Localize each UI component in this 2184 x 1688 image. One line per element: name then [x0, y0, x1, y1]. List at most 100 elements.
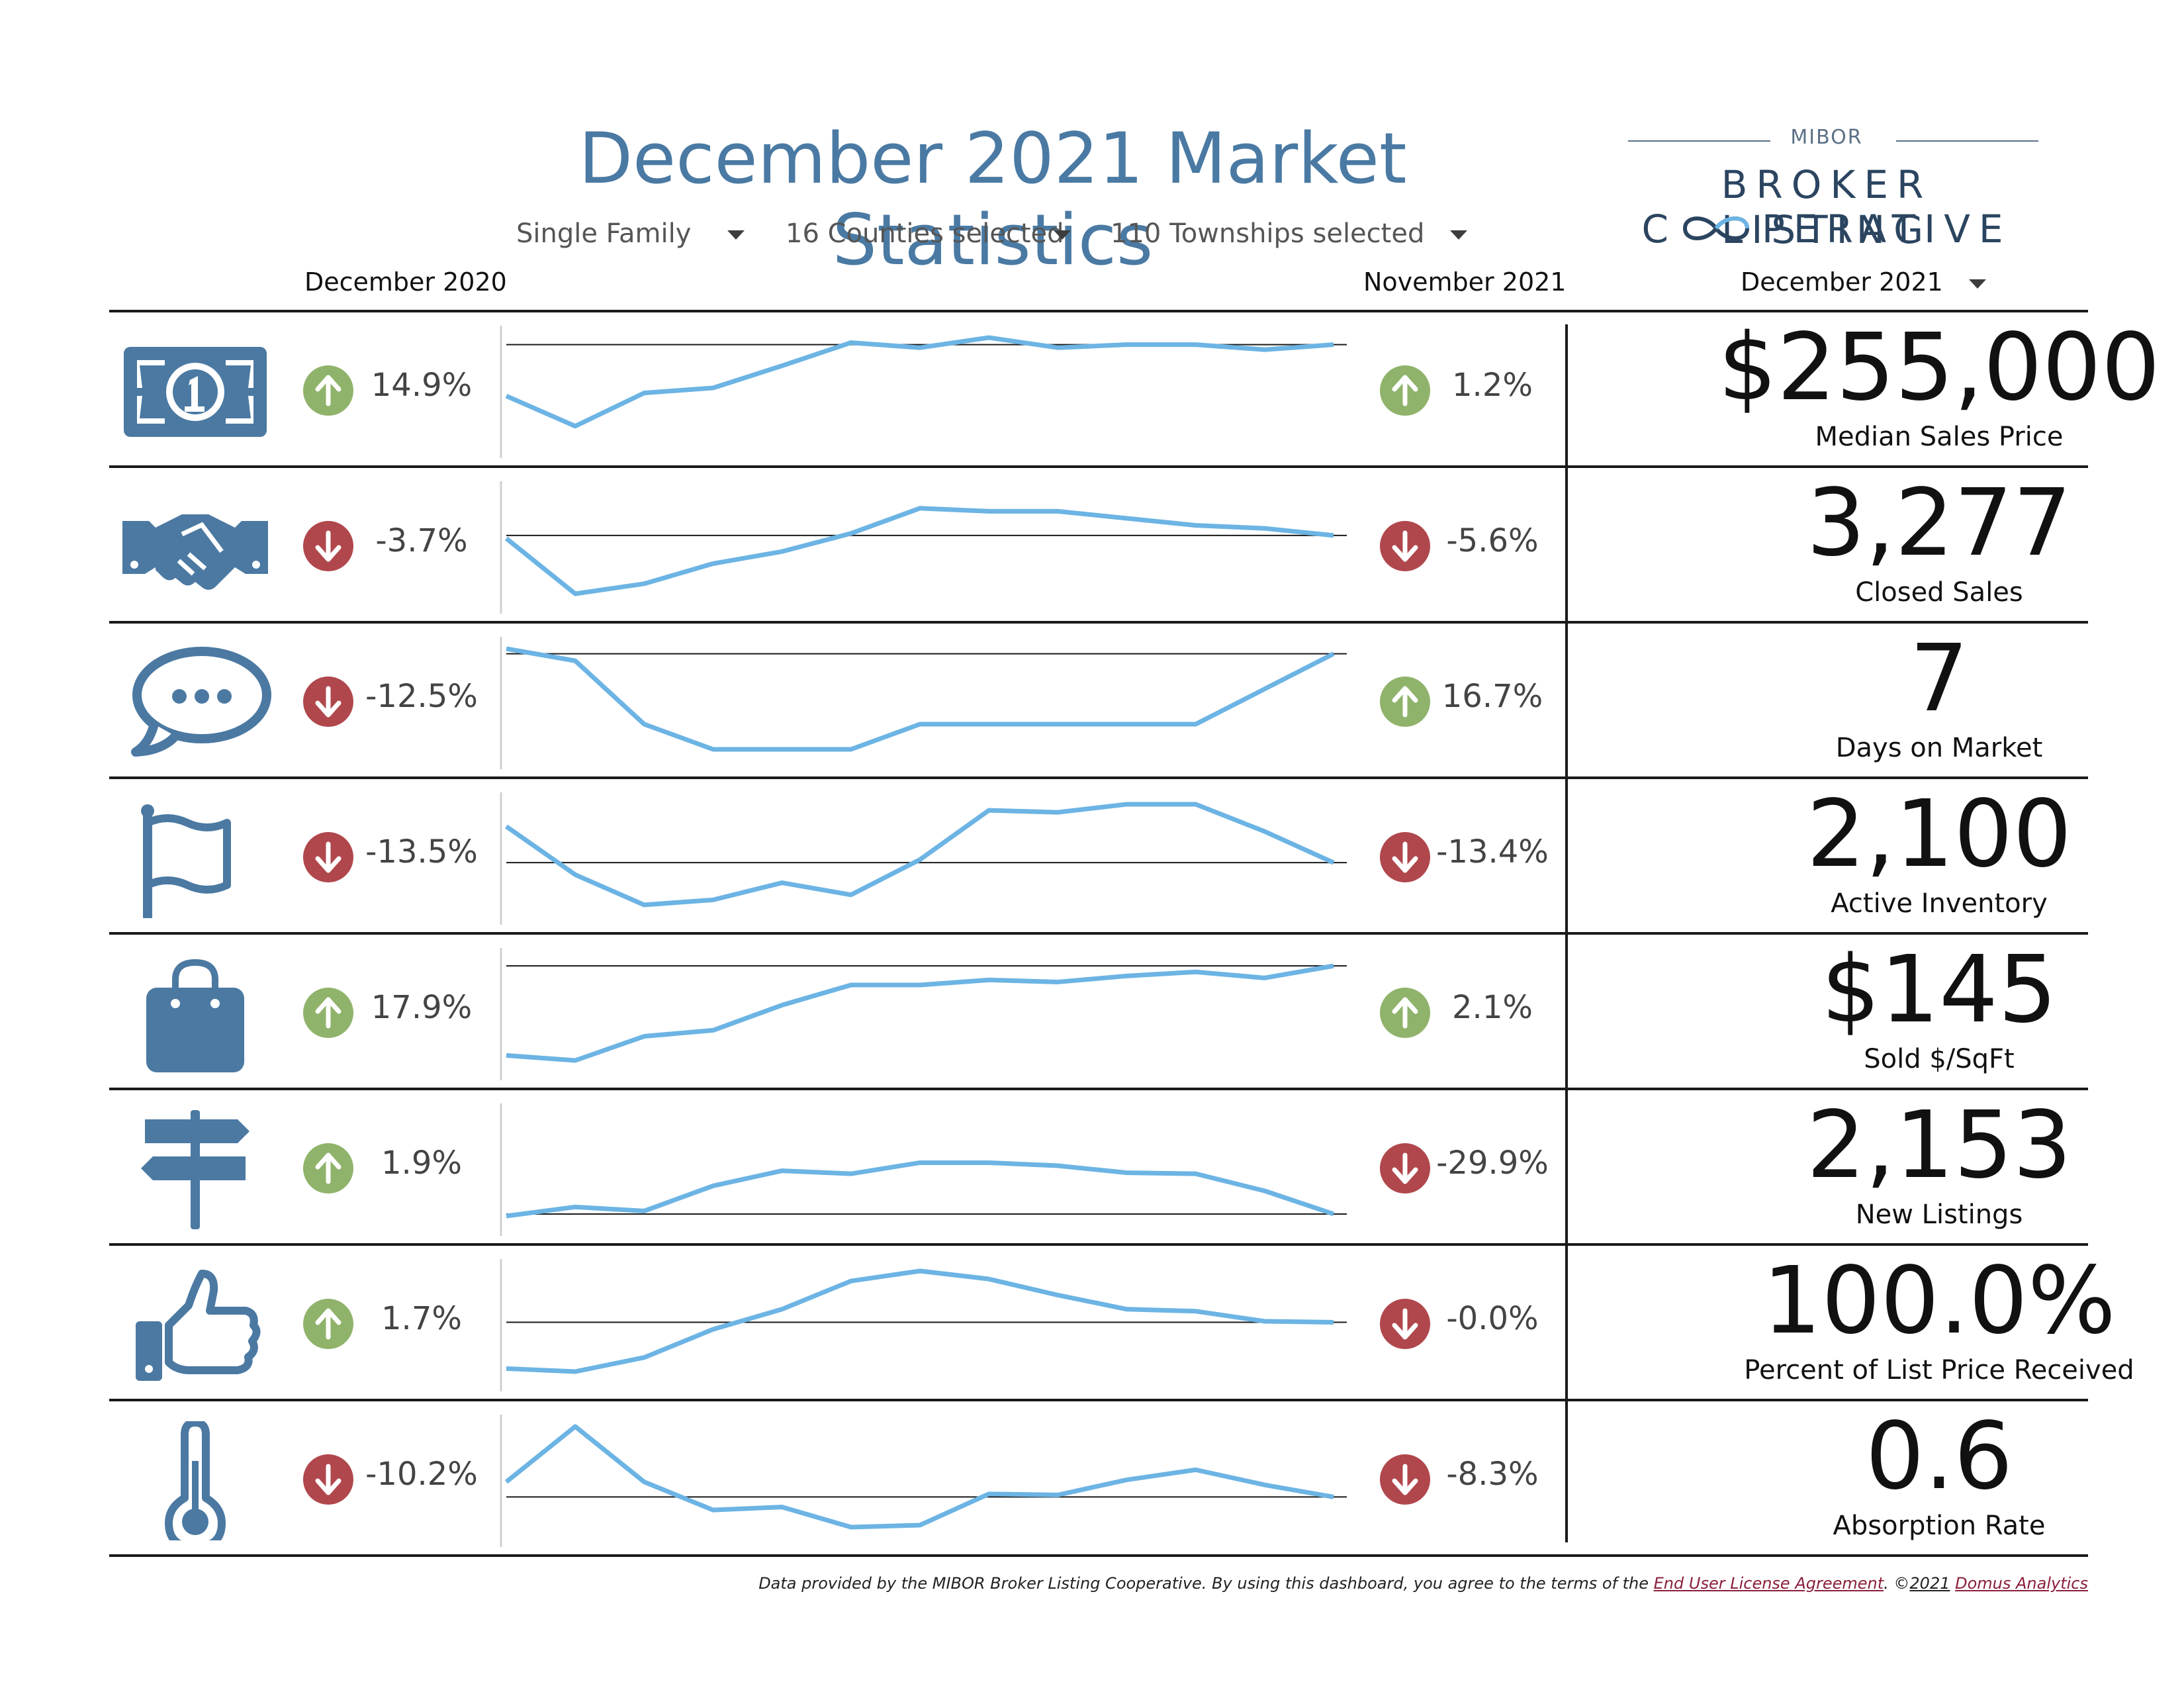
chevron-down-icon[interactable] [1450, 230, 1467, 240]
kpi-label: Sold $/SqFt [1864, 1044, 2015, 1074]
kpi-value: 3,277 [1806, 469, 2072, 577]
row-divider [109, 1399, 2088, 1401]
sparkline-series [506, 963, 1334, 1063]
eula-link[interactable]: End User License Agreement [1653, 1574, 1884, 1593]
mom-change: -13.4% [1436, 833, 1549, 870]
arrow-up-icon [303, 1143, 353, 1194]
yoy-change: -3.7% [375, 522, 468, 559]
counties-label: 16 Counties selected [786, 218, 1064, 249]
kpi-value: 2,100 [1806, 780, 2072, 888]
logo-rule-right [1896, 140, 2038, 142]
kpi-label: Percent of List Price Received [1744, 1355, 2134, 1385]
trend-sparkline [500, 481, 1347, 614]
mom-change: 16.7% [1441, 678, 1543, 715]
mom-change: 1.2% [1452, 367, 1533, 404]
kpi-value: $145 [1821, 936, 2058, 1044]
trend-sparkline [500, 948, 1347, 1080]
metric-row: -3.7% -5.6% 3,277 Closed Sales [109, 468, 2088, 624]
sparkline-series [505, 335, 1334, 429]
yoy-change: -13.5% [365, 833, 478, 870]
kpi-label: Active Inventory [1831, 888, 2048, 919]
trend-sparkline [500, 637, 1347, 769]
metric-row: -10.2% -8.3% 0.6 Absorption Rate [109, 1401, 2088, 1557]
row-divider [109, 621, 2088, 624]
thumbs-up-icon [116, 1266, 275, 1385]
infinity-icon [1682, 216, 1749, 240]
mibor-logo: MIBOR BROKER LISTING C PERATIVE [1615, 126, 2038, 258]
arrow-up-icon [303, 988, 353, 1038]
row-divider [109, 1554, 2088, 1557]
sparkline-series [506, 1268, 1334, 1374]
sparkline-series [504, 506, 1334, 596]
arrow-down-icon [1380, 832, 1430, 882]
period-label: December 2021 [1741, 267, 1943, 297]
arrow-down-icon [303, 1454, 353, 1505]
trend-sparkline [500, 1415, 1347, 1547]
column-prior-month: November 2021 [1363, 267, 1567, 297]
trend-sparkline [500, 792, 1347, 925]
arrow-up-icon [1380, 677, 1430, 727]
trend-sparkline [500, 1259, 1347, 1391]
footer-copyright: . © [1884, 1574, 1910, 1593]
arrow-down-icon [1380, 1299, 1430, 1349]
arrow-down-icon [303, 677, 353, 727]
chevron-down-icon[interactable] [1054, 230, 1071, 240]
signpost-icon [116, 1110, 275, 1229]
kpi-value: 7 [1909, 625, 1969, 733]
sparkline-series [504, 802, 1335, 908]
metric-row: -12.5% 16.7% 7 Days on Market [109, 624, 2088, 779]
chevron-down-icon[interactable] [1969, 279, 1986, 289]
footer-year: 2021 [1909, 1574, 1950, 1593]
thermometer-icon [116, 1419, 275, 1551]
logo-rule-left [1628, 140, 1770, 142]
arrow-up-icon [303, 1299, 353, 1349]
chevron-down-icon[interactable] [727, 230, 745, 240]
arrow-down-icon [303, 521, 353, 571]
logo-mibor: MIBOR [1790, 126, 1863, 149]
handshake-icon [116, 488, 275, 607]
yoy-change: 1.9% [381, 1145, 462, 1182]
page-title: December 2021 Market Statistics [578, 118, 1407, 281]
property-type-filter[interactable]: Single Family [516, 218, 691, 249]
shopping-bag-icon [116, 955, 275, 1074]
header-divider [109, 310, 2088, 312]
row-divider [109, 1243, 2088, 1246]
dollar-bill-icon [116, 332, 275, 451]
domus-analytics-link[interactable]: Domus Analytics [1955, 1574, 2088, 1593]
column-prior-year: December 2020 [304, 267, 507, 297]
yoy-change: 1.7% [381, 1300, 462, 1337]
logo-c: C [1641, 207, 1677, 252]
arrow-down-icon [1380, 1143, 1430, 1194]
mom-change: -8.3% [1446, 1456, 1539, 1493]
mom-change: -29.9% [1436, 1145, 1549, 1182]
kpi-label: New Listings [1855, 1199, 2023, 1230]
footer-disclaimer: Data provided by the MIBOR Broker Listin… [758, 1574, 2088, 1593]
row-divider [109, 1088, 2088, 1090]
logo-cooperative: C PERATIVE [1615, 207, 2038, 252]
period-selector[interactable]: December 2021 [1741, 267, 1943, 297]
kpi-value: 2,153 [1806, 1092, 2072, 1199]
metric-row: -13.5% -13.4% 2,100 Active Inventory [109, 779, 2088, 935]
yoy-change: -10.2% [365, 1456, 478, 1493]
property-type-label: Single Family [516, 218, 692, 249]
flag-icon [116, 799, 275, 921]
mom-change: -0.0% [1446, 1300, 1539, 1337]
logo-perative: PERATIVE [1761, 207, 2012, 252]
kpi-label: Closed Sales [1855, 577, 2023, 608]
mom-change: -5.6% [1446, 522, 1539, 559]
metric-row: 1.9% -29.9% 2,153 New Listings [109, 1090, 2088, 1246]
sparkline-series [504, 1424, 1334, 1530]
arrow-up-icon [303, 365, 353, 416]
kpi-value: $255,000 [1717, 314, 2160, 422]
row-divider [109, 776, 2088, 779]
arrow-up-icon [1380, 988, 1430, 1038]
townships-label: 110 Townships selected [1111, 218, 1425, 249]
counties-filter[interactable]: 16 Counties selected [786, 218, 1064, 249]
townships-filter[interactable]: 110 Townships selected [1111, 218, 1424, 249]
arrow-down-icon [1380, 521, 1430, 571]
sparkline-series [506, 1160, 1335, 1219]
yoy-change: 17.9% [371, 989, 473, 1026]
arrow-up-icon [1380, 365, 1430, 416]
sparkline-series [506, 646, 1335, 752]
metric-row: 14.9% 1.2% $255,000 Median Sales Price [109, 312, 2160, 468]
